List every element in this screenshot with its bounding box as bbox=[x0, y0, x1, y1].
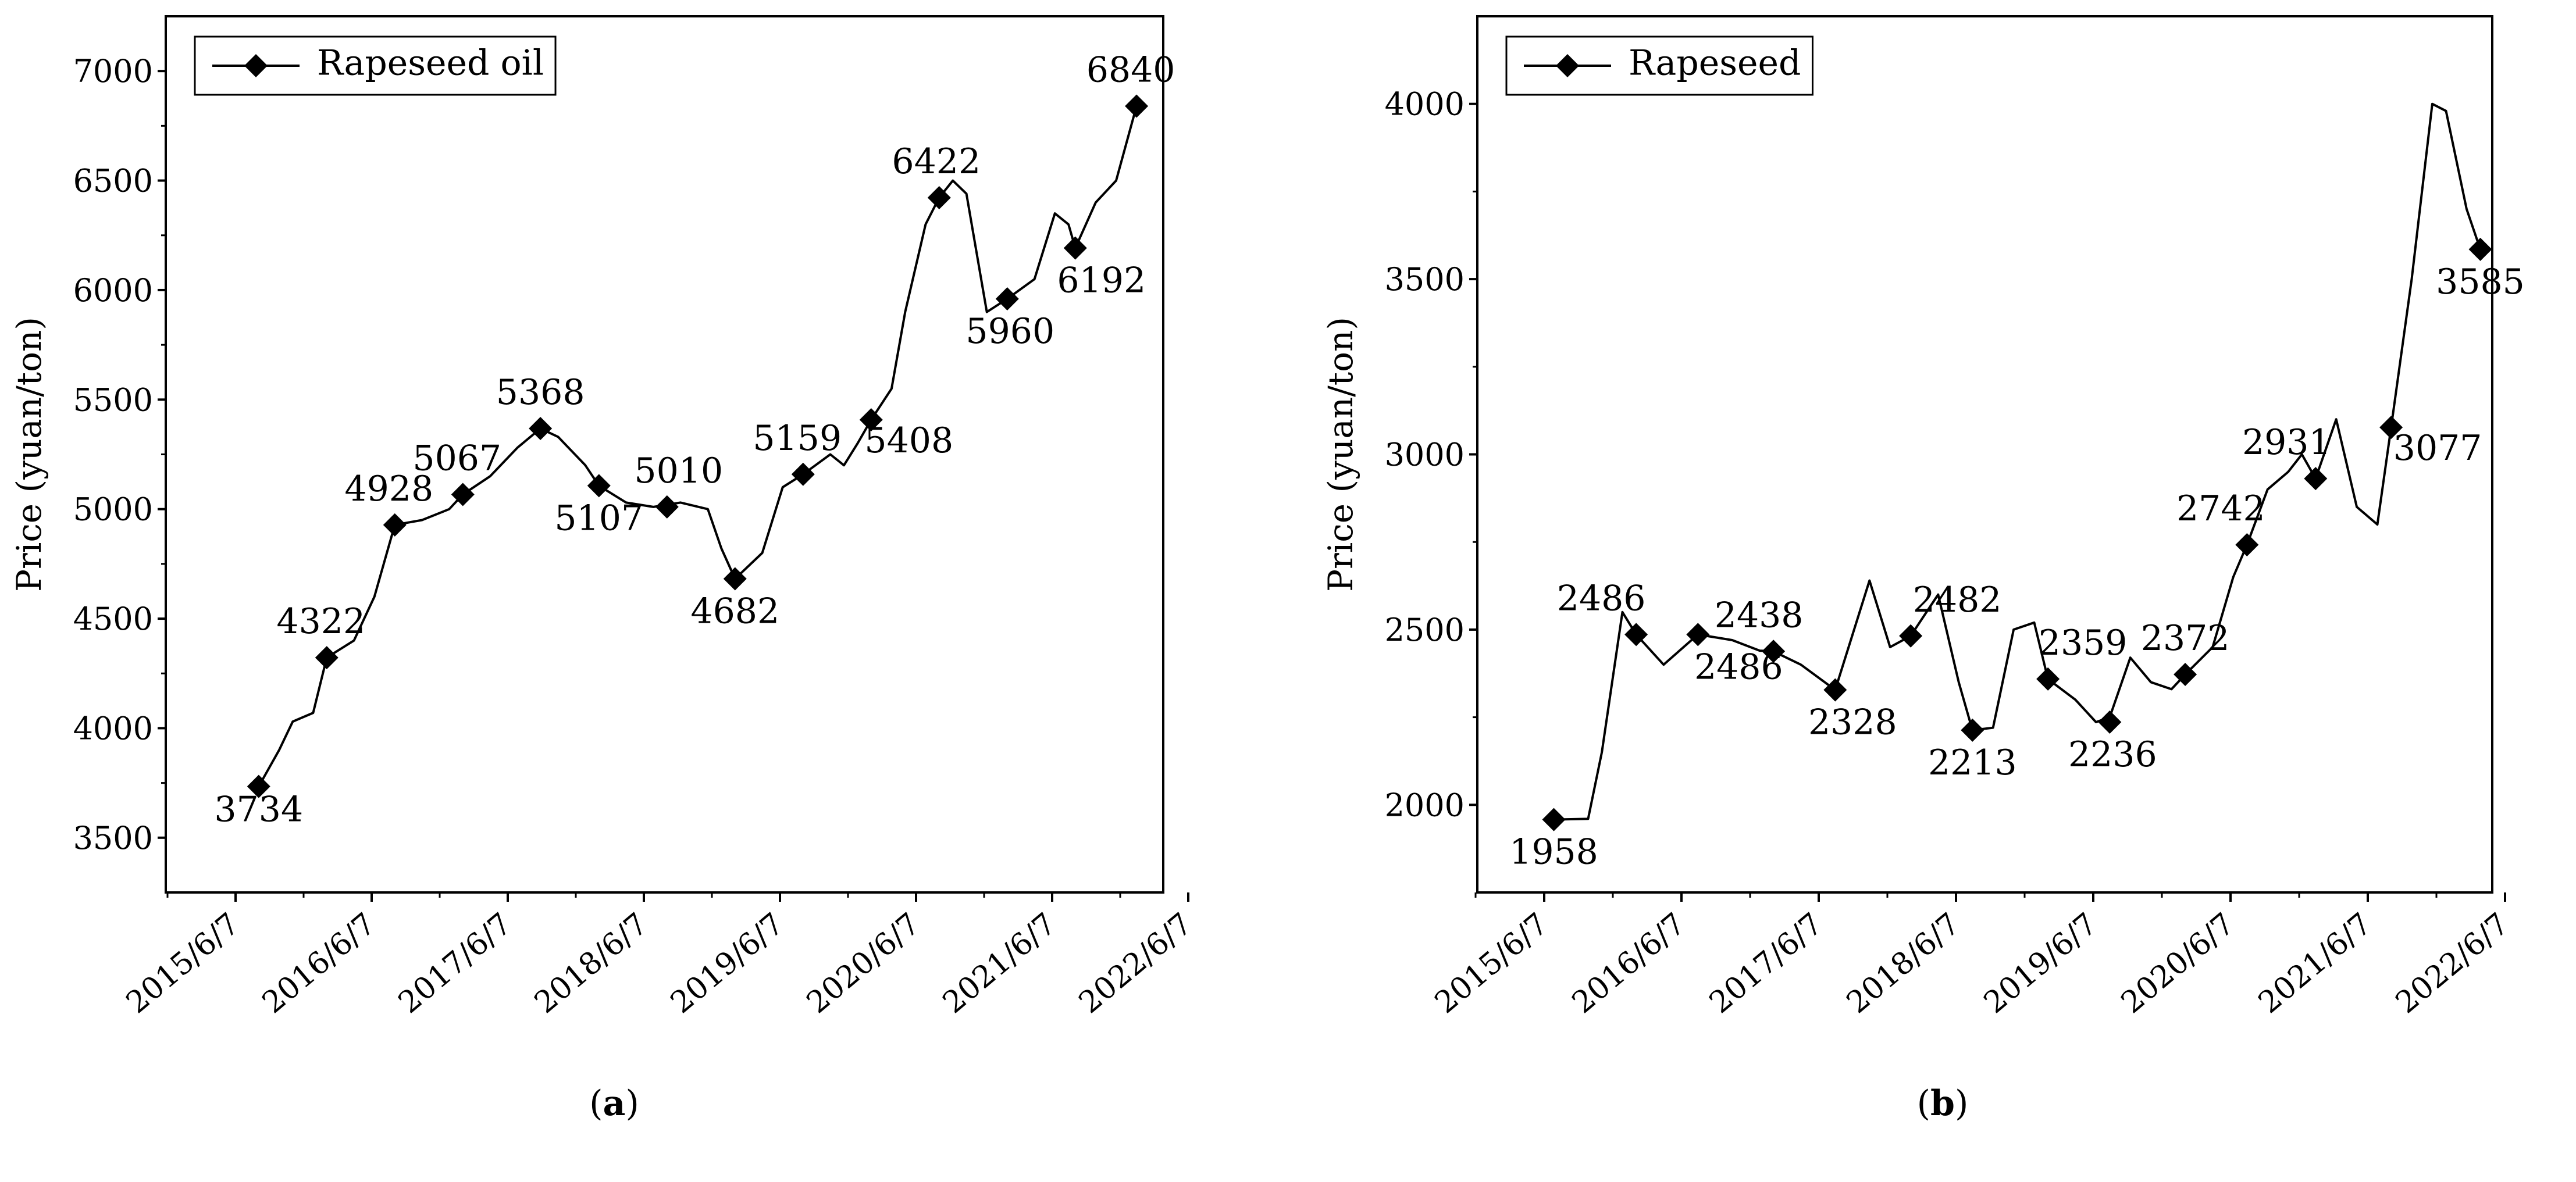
data-marker bbox=[2235, 533, 2259, 557]
data-label: 6840 bbox=[1086, 49, 1175, 90]
caption-b-letter: b bbox=[1930, 1083, 1955, 1124]
data-marker bbox=[1686, 623, 1710, 647]
y-tick-label: 3500 bbox=[73, 820, 153, 856]
legend-label: Rapeseed bbox=[1629, 43, 1801, 84]
data-marker bbox=[587, 474, 611, 498]
data-label: 3734 bbox=[214, 790, 303, 830]
data-marker bbox=[2036, 667, 2060, 691]
data-label: 5107 bbox=[554, 498, 643, 538]
series-line bbox=[1554, 102, 2482, 821]
legend-label: Rapeseed oil bbox=[317, 43, 544, 84]
data-marker bbox=[2098, 710, 2122, 734]
data-marker bbox=[791, 462, 815, 486]
y-tick-label: 5000 bbox=[73, 491, 153, 528]
data-label: 6422 bbox=[892, 141, 981, 182]
y-tick-label: 3500 bbox=[1385, 261, 1465, 298]
data-marker bbox=[383, 513, 407, 537]
caption-a-letter: a bbox=[603, 1083, 626, 1124]
data-label: 5368 bbox=[496, 372, 585, 413]
y-tick-label: 2500 bbox=[1385, 612, 1465, 648]
data-marker bbox=[1542, 808, 1566, 831]
data-label: 5408 bbox=[864, 420, 953, 461]
legend-box bbox=[194, 35, 557, 96]
y-tick-label: 4000 bbox=[73, 710, 153, 747]
data-marker bbox=[315, 646, 339, 670]
data-marker bbox=[1125, 94, 1149, 118]
legend-marker bbox=[244, 54, 268, 77]
data-marker bbox=[529, 417, 553, 441]
data-label: 3077 bbox=[2393, 428, 2482, 469]
data-label: 2742 bbox=[2176, 488, 2265, 529]
data-marker bbox=[1961, 718, 1984, 742]
y-tick-label: 4500 bbox=[73, 601, 153, 637]
data-marker bbox=[1899, 624, 1923, 648]
data-label: 5960 bbox=[965, 311, 1054, 352]
data-marker bbox=[1063, 236, 1087, 260]
data-marker bbox=[2468, 237, 2492, 261]
caption-a: (a) bbox=[589, 1083, 639, 1124]
y-tick-label: 4000 bbox=[1385, 86, 1465, 123]
data-label: 2213 bbox=[1928, 742, 2017, 783]
y-axis-label: Price (yuan/ton) bbox=[1321, 317, 1360, 592]
data-label: 4322 bbox=[276, 601, 365, 642]
data-marker bbox=[1823, 678, 1847, 702]
y-tick-label: 3000 bbox=[1385, 437, 1465, 473]
data-marker bbox=[247, 774, 270, 798]
data-label: 5010 bbox=[634, 451, 723, 491]
y-tick-label: 5500 bbox=[73, 381, 153, 418]
data-marker bbox=[927, 185, 951, 209]
data-label: 2486 bbox=[1557, 578, 1646, 619]
data-marker bbox=[2174, 663, 2197, 687]
y-tick-label: 2000 bbox=[1385, 787, 1465, 823]
data-label: 2328 bbox=[1808, 702, 1897, 743]
data-marker bbox=[451, 483, 475, 506]
data-label: 2482 bbox=[1913, 580, 2002, 620]
y-tick-label: 6500 bbox=[73, 163, 153, 199]
data-label: 5159 bbox=[753, 418, 842, 459]
data-marker bbox=[1624, 623, 1648, 647]
legend-marker bbox=[1556, 54, 1579, 77]
data-marker bbox=[723, 567, 747, 591]
y-tick-label: 6000 bbox=[73, 272, 153, 309]
data-marker bbox=[859, 408, 883, 431]
data-marker bbox=[995, 287, 1019, 311]
data-label: 2438 bbox=[1715, 595, 1804, 635]
data-label: 6192 bbox=[1057, 260, 1146, 301]
data-label: 4928 bbox=[344, 469, 433, 509]
data-label: 2931 bbox=[2242, 422, 2331, 463]
y-axis-label: Price (yuan/ton) bbox=[9, 317, 49, 592]
data-marker bbox=[655, 495, 679, 519]
y-tick-label: 7000 bbox=[73, 53, 153, 90]
data-label: 5067 bbox=[412, 438, 501, 478]
data-marker bbox=[2304, 467, 2328, 491]
data-label: 4682 bbox=[690, 591, 779, 631]
data-label: 1958 bbox=[1509, 832, 1598, 873]
data-label: 2236 bbox=[2068, 734, 2157, 775]
data-marker bbox=[2379, 416, 2403, 440]
caption-b: (b) bbox=[1917, 1083, 1969, 1124]
data-label: 3585 bbox=[2436, 262, 2525, 302]
data-label: 2372 bbox=[2141, 618, 2230, 659]
legend-box bbox=[1505, 35, 1813, 96]
data-label: 2359 bbox=[2039, 623, 2128, 663]
data-marker bbox=[1762, 640, 1786, 663]
